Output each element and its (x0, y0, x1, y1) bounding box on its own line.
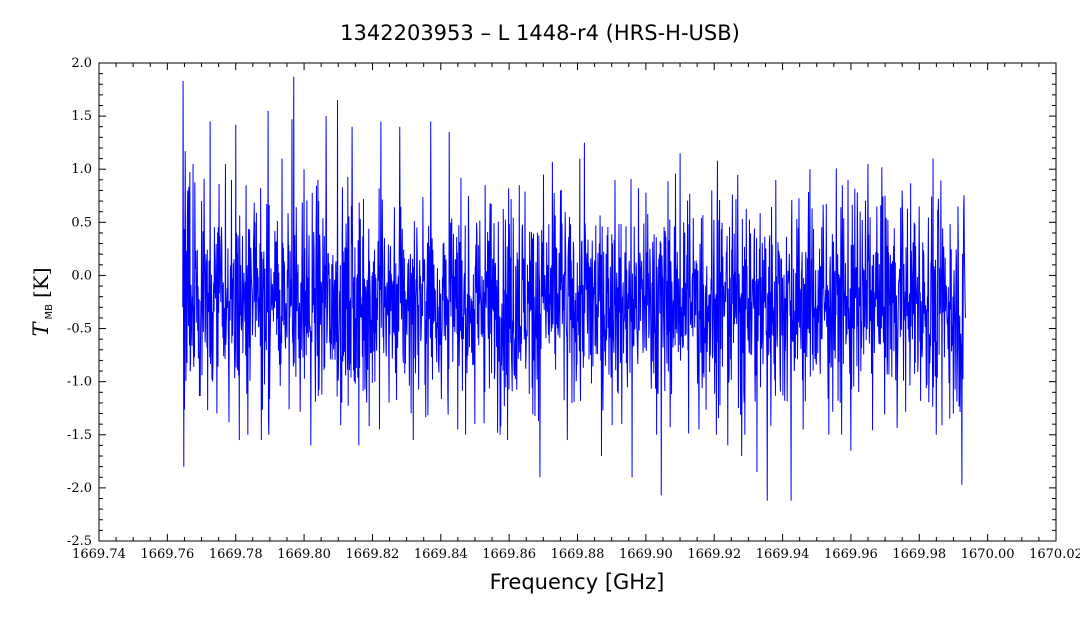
x-tick-label: 1669.78 (209, 547, 263, 562)
x-tick-label: 1669.98 (892, 547, 946, 562)
y-tick-label: -2.5 (67, 534, 92, 549)
y-tick-label: -1.0 (67, 375, 92, 390)
x-tick-label: 1669.86 (482, 547, 536, 562)
y-tick-label: 2.0 (71, 56, 92, 71)
chart-title: 1342203953 – L 1448-r4 (HRS-H-USB) (340, 21, 740, 45)
y-tick-label: 0.5 (71, 215, 92, 230)
x-axis-title: Frequency [GHz] (490, 570, 665, 594)
y-tick-label: -0.5 (67, 322, 92, 337)
series-spectrum (182, 76, 966, 501)
x-axis: 1669.74 1669.76 1669.78 1669.80 1669.82 1669.… (72, 63, 1080, 562)
y-axis-title-unit: [K] (29, 267, 53, 298)
x-tick-label: 1669.84 (414, 547, 468, 562)
x-tick-label: 1669.90 (619, 547, 673, 562)
x-tick-label: 1669.92 (687, 547, 741, 562)
x-tick-label: 1669.94 (756, 547, 810, 562)
y-tick-label: -2.0 (67, 481, 92, 496)
x-tick-label: 1669.74 (72, 547, 126, 562)
y-tick-label: 1.0 (71, 162, 92, 177)
y-axis-title-symbol: T (29, 321, 53, 337)
x-tick-label: 1670.00 (961, 547, 1015, 562)
x-tick-label: 1669.76 (140, 547, 194, 562)
plot-area (182, 76, 966, 501)
x-tick-label: 1669.80 (277, 547, 331, 562)
x-tick-label: 1669.88 (551, 547, 605, 562)
x-tick-label: 1669.82 (346, 547, 400, 562)
y-axis-title-subscript: MB (44, 304, 55, 320)
y-tick-label: -1.5 (67, 428, 92, 443)
series-line (182, 76, 966, 501)
x-tick-label: 1669.96 (824, 547, 878, 562)
x-tick-label: 1670.02 (1029, 547, 1080, 562)
svg-text:TMB[K]: TMB [K] (29, 267, 55, 336)
y-tick-label: 0.0 (71, 268, 92, 283)
y-axis-title: TMB [K] (29, 267, 55, 336)
y-tick-label: 1.5 (71, 109, 92, 124)
y-axis: 2.0 1.5 1.0 0.5 0.0 -0.5 -1.0 -1.5 -2.0 -2.5 (67, 56, 1056, 549)
